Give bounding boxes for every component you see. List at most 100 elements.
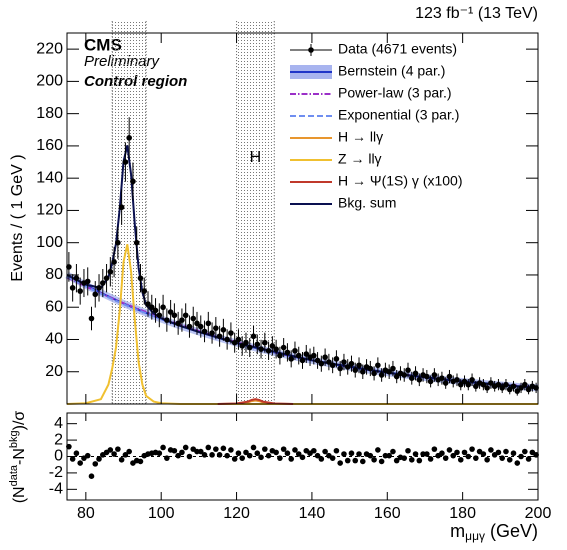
data-point bbox=[378, 372, 385, 378]
pull-y-axis-label: (Ndata-Nbkg)/σ bbox=[8, 411, 28, 504]
data-point bbox=[209, 330, 215, 336]
pull-point bbox=[329, 455, 336, 461]
pull-point bbox=[461, 449, 468, 456]
y-tick-label: 120 bbox=[36, 202, 63, 219]
x-tick-label: 140 bbox=[299, 505, 326, 522]
pull-point bbox=[431, 446, 438, 452]
data-point bbox=[518, 385, 524, 391]
data-point bbox=[122, 159, 129, 165]
pull-point bbox=[295, 451, 302, 457]
legend-label: H → llγ bbox=[338, 129, 383, 145]
data-point bbox=[175, 320, 181, 327]
data-point bbox=[77, 288, 83, 294]
data-point bbox=[133, 239, 140, 246]
pull-point bbox=[258, 454, 264, 461]
pull-point bbox=[273, 449, 279, 456]
data-point bbox=[431, 372, 438, 378]
data-point bbox=[318, 360, 325, 367]
data-point bbox=[220, 327, 227, 333]
pull-point bbox=[88, 473, 95, 479]
data-point bbox=[280, 344, 287, 351]
pull-point bbox=[280, 446, 287, 452]
legend-label: Exponential (3 par.) bbox=[338, 107, 459, 123]
pull-point bbox=[164, 455, 170, 461]
pull-point bbox=[220, 445, 227, 452]
data-point bbox=[344, 364, 351, 370]
data-point bbox=[205, 320, 212, 327]
y-tick-label: 200 bbox=[36, 73, 63, 90]
data-point bbox=[243, 339, 249, 346]
data-point bbox=[295, 352, 302, 359]
data-point bbox=[231, 339, 238, 346]
x-tick-label: 100 bbox=[148, 505, 175, 522]
data-point bbox=[367, 365, 374, 372]
x-tick-label: 120 bbox=[223, 505, 250, 522]
data-point bbox=[213, 325, 219, 331]
pull-point bbox=[341, 451, 347, 457]
pull-point bbox=[160, 444, 166, 451]
data-point bbox=[171, 312, 178, 319]
pull-point bbox=[265, 452, 272, 459]
legend-label: Data (4671 events) bbox=[338, 41, 457, 57]
pull-point bbox=[446, 447, 453, 453]
pull-point bbox=[465, 453, 472, 460]
y-tick-label: 40 bbox=[45, 331, 63, 348]
pull-point bbox=[182, 444, 189, 451]
pull-point bbox=[96, 456, 102, 462]
data-point bbox=[386, 368, 392, 375]
data-point bbox=[348, 360, 355, 367]
y-tick-label: 160 bbox=[36, 137, 63, 154]
pull-point bbox=[454, 449, 460, 456]
data-point bbox=[152, 307, 159, 314]
data-point bbox=[250, 333, 257, 340]
data-point bbox=[190, 315, 197, 322]
data-point bbox=[224, 336, 230, 343]
data-point bbox=[179, 317, 185, 323]
pull-point bbox=[506, 456, 513, 463]
data-point bbox=[273, 346, 279, 352]
pull-point bbox=[186, 453, 193, 460]
pull-point bbox=[156, 450, 163, 457]
data-point bbox=[510, 383, 517, 390]
data-point bbox=[299, 357, 306, 364]
pull-point bbox=[292, 447, 298, 453]
data-point bbox=[442, 380, 449, 386]
pull-point bbox=[469, 446, 475, 452]
legend-marker bbox=[308, 47, 314, 53]
data-point bbox=[265, 347, 272, 354]
pull-point bbox=[228, 447, 234, 453]
data-point bbox=[201, 328, 208, 335]
data-point bbox=[186, 323, 193, 330]
pull-point bbox=[405, 447, 411, 454]
pull-point bbox=[344, 457, 351, 464]
data-point bbox=[446, 373, 453, 380]
pull-point bbox=[378, 458, 385, 465]
pull-point bbox=[92, 461, 99, 467]
legend-label: Bernstein (4 par.) bbox=[338, 63, 445, 79]
legend-label: Bkg. sum bbox=[338, 195, 396, 211]
data-point bbox=[160, 304, 166, 311]
data-point bbox=[454, 377, 460, 383]
data-point bbox=[314, 357, 321, 364]
data-point bbox=[375, 362, 381, 369]
data-point bbox=[262, 339, 268, 346]
data-point bbox=[457, 381, 464, 388]
x-tick-label: 160 bbox=[374, 505, 401, 522]
data-point bbox=[96, 285, 102, 291]
pull-point bbox=[243, 449, 249, 456]
pull-point bbox=[262, 446, 268, 452]
pull-point bbox=[393, 457, 400, 464]
pull-point bbox=[386, 452, 392, 459]
pull-point bbox=[352, 457, 359, 464]
pull-point bbox=[284, 450, 291, 457]
pull-point bbox=[205, 444, 212, 451]
data-point bbox=[115, 239, 121, 246]
data-point bbox=[148, 304, 155, 311]
data-point bbox=[473, 383, 479, 390]
pull-y-tick-label: -4 bbox=[49, 481, 63, 498]
x-tick-label: 80 bbox=[77, 505, 95, 522]
data-point bbox=[292, 347, 298, 354]
data-point bbox=[514, 388, 521, 394]
pull-point bbox=[337, 460, 343, 466]
pull-point bbox=[171, 447, 178, 454]
